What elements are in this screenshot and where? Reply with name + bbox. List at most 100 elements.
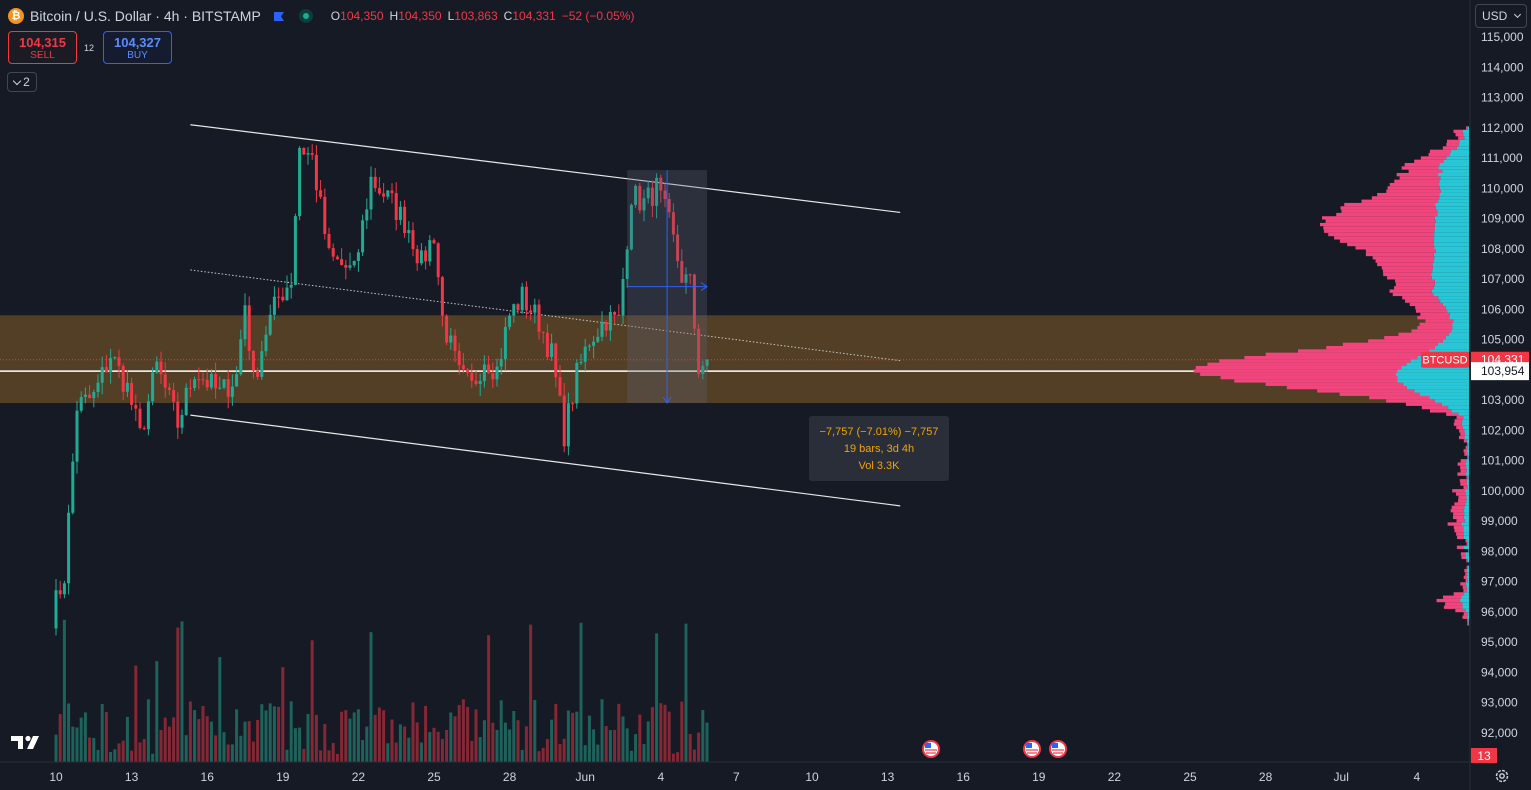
candle[interactable]: [356, 252, 360, 261]
candle[interactable]: [411, 230, 415, 250]
time-axis[interactable]: [0, 762, 1531, 790]
candle[interactable]: [75, 410, 79, 462]
candle[interactable]: [629, 204, 633, 250]
sell-button[interactable]: 104,315 SELL: [8, 31, 77, 64]
candle[interactable]: [344, 264, 348, 268]
candle[interactable]: [676, 234, 680, 262]
candle[interactable]: [146, 401, 150, 430]
candle[interactable]: [403, 206, 407, 234]
candle[interactable]: [415, 249, 419, 264]
candle[interactable]: [457, 350, 461, 366]
candle[interactable]: [109, 358, 113, 373]
candle[interactable]: [138, 408, 142, 428]
candle[interactable]: [684, 274, 688, 283]
candle[interactable]: [167, 387, 171, 390]
candle[interactable]: [218, 387, 222, 389]
candle[interactable]: [667, 199, 671, 213]
candle[interactable]: [596, 336, 600, 342]
candle[interactable]: [579, 361, 583, 364]
candle[interactable]: [520, 286, 524, 311]
candle[interactable]: [558, 377, 562, 396]
candle[interactable]: [310, 153, 314, 155]
candle[interactable]: [646, 187, 650, 199]
candle[interactable]: [104, 367, 108, 373]
candle[interactable]: [272, 296, 276, 315]
candle[interactable]: [474, 380, 478, 384]
candle[interactable]: [537, 304, 541, 332]
candle[interactable]: [697, 328, 701, 374]
candle[interactable]: [277, 296, 281, 298]
candle[interactable]: [386, 190, 390, 197]
candle[interactable]: [583, 346, 587, 362]
candle[interactable]: [587, 345, 591, 347]
candle[interactable]: [180, 415, 184, 428]
candle[interactable]: [197, 379, 201, 381]
candle[interactable]: [58, 590, 62, 595]
candle[interactable]: [562, 395, 566, 447]
candle[interactable]: [495, 366, 499, 380]
candle[interactable]: [428, 240, 432, 262]
candle[interactable]: [407, 230, 411, 234]
candle[interactable]: [650, 187, 654, 206]
candle[interactable]: [151, 372, 155, 402]
candle[interactable]: [634, 185, 638, 205]
candle[interactable]: [125, 382, 129, 392]
candle[interactable]: [193, 379, 197, 388]
candle[interactable]: [352, 260, 356, 266]
candle[interactable]: [314, 154, 318, 191]
tradingview-logo-icon[interactable]: [9, 733, 45, 751]
candle[interactable]: [508, 315, 512, 327]
candle[interactable]: [209, 373, 213, 388]
candle[interactable]: [503, 326, 507, 359]
candle[interactable]: [655, 177, 659, 206]
candle[interactable]: [491, 373, 495, 380]
channel-lower-line[interactable]: [190, 414, 901, 507]
candle[interactable]: [264, 334, 268, 352]
candle[interactable]: [88, 394, 92, 399]
candle[interactable]: [348, 265, 352, 268]
candle[interactable]: [96, 382, 100, 392]
candle[interactable]: [130, 382, 134, 405]
candle[interactable]: [155, 361, 159, 373]
candle[interactable]: [323, 196, 327, 235]
indicators-toggle-button[interactable]: 2: [7, 72, 37, 92]
candle[interactable]: [235, 374, 239, 387]
candle[interactable]: [554, 343, 558, 378]
candle[interactable]: [524, 286, 528, 311]
candle[interactable]: [487, 364, 491, 374]
price-axis[interactable]: [1470, 0, 1531, 790]
candle[interactable]: [541, 331, 545, 333]
candle[interactable]: [226, 379, 230, 397]
candle[interactable]: [671, 212, 675, 235]
candle[interactable]: [319, 190, 323, 197]
candle[interactable]: [575, 363, 579, 404]
candle[interactable]: [692, 274, 696, 329]
candle[interactable]: [701, 365, 705, 374]
candle[interactable]: [92, 391, 96, 399]
candle[interactable]: [205, 379, 209, 388]
flag-icon[interactable]: [273, 11, 285, 22]
candle[interactable]: [285, 287, 289, 301]
candle[interactable]: [499, 358, 503, 367]
candle[interactable]: [176, 401, 180, 428]
candle[interactable]: [159, 361, 163, 375]
candle[interactable]: [134, 404, 138, 409]
candle[interactable]: [398, 206, 402, 221]
candle[interactable]: [331, 247, 335, 257]
candle[interactable]: [613, 311, 617, 315]
candle[interactable]: [642, 198, 646, 211]
candle[interactable]: [268, 314, 272, 335]
candle[interactable]: [117, 357, 121, 366]
candle[interactable]: [222, 379, 226, 388]
candle[interactable]: [71, 461, 75, 513]
candle[interactable]: [545, 332, 549, 358]
market-status-icon[interactable]: [298, 9, 313, 23]
candle[interactable]: [461, 365, 465, 370]
channel-upper-line[interactable]: [190, 124, 901, 214]
gear-icon[interactable]: [1494, 768, 1510, 784]
candle[interactable]: [54, 590, 58, 629]
candle[interactable]: [298, 147, 302, 217]
candle[interactable]: [340, 259, 344, 265]
candle[interactable]: [482, 364, 486, 382]
candle[interactable]: [382, 193, 386, 197]
